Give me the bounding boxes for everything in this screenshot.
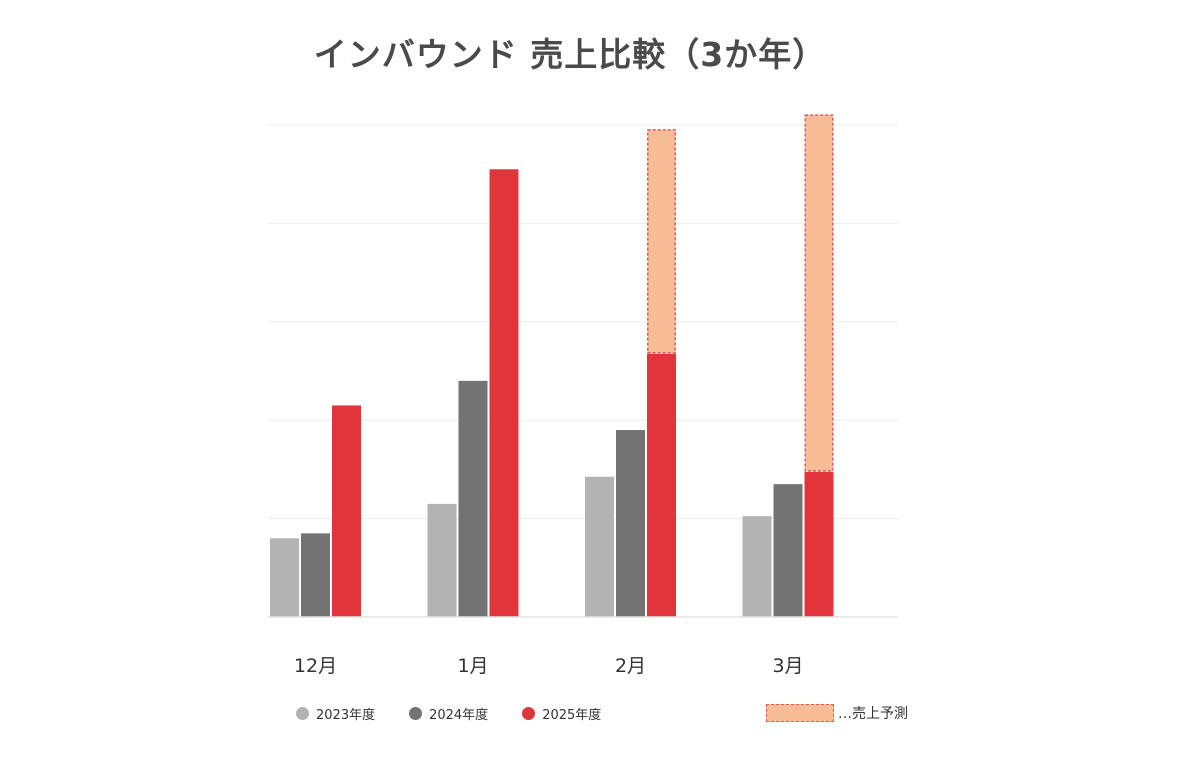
bar-2023年度-12月: [270, 538, 299, 617]
x-tick-label: 3月: [772, 655, 803, 677]
legend-label-forecast: …売上予測: [838, 706, 908, 722]
legend-label-2023: 2023年度: [316, 707, 376, 723]
legend-item-2024: 2024年度: [409, 704, 488, 723]
legend-item-2023: 2023年度: [296, 704, 375, 723]
x-tick-label: 1月: [457, 655, 488, 677]
legend-item-2025: 2025年度: [522, 704, 601, 723]
forecast-bar-2月: [647, 129, 676, 354]
x-tick-label: 2月: [615, 655, 646, 677]
bar-2023年度-2月: [585, 476, 614, 617]
bar-2025年度-1月: [489, 169, 519, 617]
bar-2025年度-12月: [332, 405, 361, 617]
forecast-bar-3月: [804, 114, 834, 472]
x-tick-label: 12月: [294, 655, 337, 677]
legend-label-2024: 2024年度: [429, 707, 489, 723]
legend-marker-2023: [296, 706, 309, 720]
legend-marker-2024: [409, 706, 423, 720]
plot-area: 12月 1月 2月 3月: [268, 114, 898, 677]
legend-marker-forecast: [766, 704, 834, 722]
legend-marker-2025: [522, 706, 536, 720]
bar-2024年度-3月: [773, 484, 803, 617]
legend-item-forecast: …売上予測: [766, 700, 908, 726]
bar-2024年度-12月: [301, 533, 330, 617]
bar-2023年度-3月: [742, 516, 772, 617]
bar-2024年度-1月: [458, 380, 488, 617]
bar-2023年度-1月: [427, 503, 457, 617]
bar-2025年度-3月: [804, 471, 834, 617]
bar-2024年度-2月: [616, 430, 645, 617]
chart-title: インバウンド 売上比較（3か年）: [313, 35, 827, 74]
bar-2025年度-2月: [647, 353, 676, 617]
legend-label-2025: 2025年度: [542, 707, 602, 723]
legend: 2023年度 2024年度 2025年度: [296, 700, 635, 726]
